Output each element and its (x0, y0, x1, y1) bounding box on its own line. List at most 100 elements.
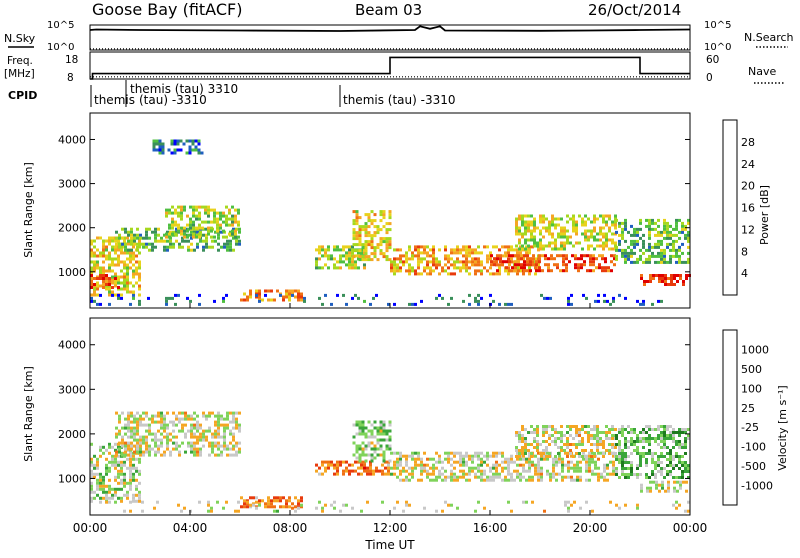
heatmap-cell (133, 438, 136, 442)
heatmap-cell (684, 236, 687, 240)
heatmap-cell (471, 260, 474, 264)
heatmap-cell (249, 295, 252, 299)
heatmap-cell (605, 431, 608, 434)
heatmap-cell (145, 444, 148, 448)
heatmap-cell (285, 289, 288, 293)
heatmap-cell (138, 272, 141, 276)
heatmap-cell (530, 238, 533, 242)
heatmap-cell (624, 239, 627, 243)
heatmap-cell (384, 466, 387, 470)
heatmap-cell (108, 442, 111, 446)
heatmap-cell (411, 257, 414, 261)
heatmap-cell (376, 243, 380, 247)
heatmap-cell (654, 233, 657, 237)
heatmap-cell (432, 263, 435, 267)
heatmap-cell (214, 435, 217, 439)
heatmap-cell (357, 296, 360, 300)
heatmap-cell (123, 481, 126, 485)
heatmap-cell (387, 466, 390, 470)
heatmap-cell (507, 463, 510, 467)
heatmap-cell (591, 472, 594, 476)
heatmap-cell (581, 455, 584, 458)
heatmap-cell (127, 414, 130, 418)
heatmap-cell (529, 269, 532, 273)
heatmap-cell (524, 247, 527, 251)
heatmap-cell (355, 243, 359, 247)
heatmap-cell (669, 236, 672, 240)
heatmap-cell (517, 263, 520, 267)
heatmap-cell (595, 266, 598, 270)
heatmap-cell (279, 293, 282, 297)
heatmap-cell (370, 453, 374, 457)
heatmap-cell (498, 269, 501, 273)
heatmap-cell (547, 266, 550, 270)
heatmap-cell (213, 211, 216, 215)
heatmap-cell (486, 254, 489, 258)
heatmap-cell (135, 254, 138, 258)
heatmap-cell (639, 254, 642, 258)
heatmap-cell (160, 453, 163, 457)
heatmap-cell (468, 272, 471, 276)
heatmap-cell (642, 233, 645, 237)
heatmap-cell (591, 451, 594, 455)
heatmap-cell (492, 472, 495, 476)
heatmap-cell (169, 230, 172, 234)
heatmap-cell (396, 263, 399, 267)
heatmap-cell (160, 438, 163, 442)
heatmap-cell (108, 487, 111, 491)
heatmap-cell (123, 251, 126, 255)
heatmap-cell (193, 441, 196, 445)
heatmap-cell (681, 221, 684, 225)
heatmap-cell (169, 245, 172, 249)
heatmap-cell (184, 423, 187, 427)
heatmap-cell (593, 434, 596, 437)
heatmap-cell (528, 251, 531, 255)
heatmap-cell (120, 463, 123, 467)
heatmap-cell (178, 420, 181, 424)
heatmap-cell (118, 236, 121, 240)
heatmap-cell (138, 469, 141, 473)
heatmap-cell (196, 233, 199, 237)
heatmap-cell (642, 260, 645, 264)
heatmap-cell (572, 217, 575, 221)
heatmap-cell (468, 251, 471, 255)
heatmap-cell (180, 208, 183, 212)
heatmap-cell (285, 499, 288, 503)
heatmap-cell (321, 248, 324, 252)
time-x-ticks: 00:00 04:00 08:00 12:00 16:00 20:00 00:00 (73, 303, 707, 535)
heatmap-cell (562, 263, 565, 267)
heatmap-cell (155, 142, 159, 146)
heatmap-cell (520, 266, 523, 270)
heatmap-cell (603, 475, 606, 479)
heatmap-cell (231, 214, 234, 218)
heatmap-cell (603, 469, 606, 473)
heatmap-cell (592, 269, 595, 273)
heatmap-cell (579, 469, 582, 473)
heatmap-cell (666, 473, 669, 476)
heatmap-cell (552, 469, 555, 473)
heatmap-cell (584, 232, 587, 236)
heatmap-cell (556, 254, 559, 258)
heatmap-cell (129, 251, 132, 255)
heatmap-cell (382, 240, 386, 244)
heatmap-cell (385, 444, 389, 448)
heatmap-cell (133, 426, 136, 430)
heatmap-cell (175, 447, 178, 451)
heatmap-cell (411, 466, 414, 470)
heatmap-cell (170, 142, 174, 146)
heatmap-cell (408, 257, 411, 261)
heatmap-cell (603, 299, 606, 303)
heatmap-cell (196, 441, 199, 445)
heatmap-cell (220, 444, 223, 448)
heatmap-cell (675, 452, 678, 455)
heatmap-cell (630, 470, 633, 473)
heatmap-cell (555, 463, 558, 467)
heatmap-cell (93, 245, 96, 249)
heatmap-cell (613, 263, 616, 267)
heatmap-cell (120, 260, 123, 264)
heatmap-cell (117, 260, 120, 264)
heatmap-cell (510, 260, 513, 264)
heatmap-cell (663, 431, 666, 434)
heatmap-cell (136, 420, 139, 424)
heatmap-cell (627, 440, 630, 443)
